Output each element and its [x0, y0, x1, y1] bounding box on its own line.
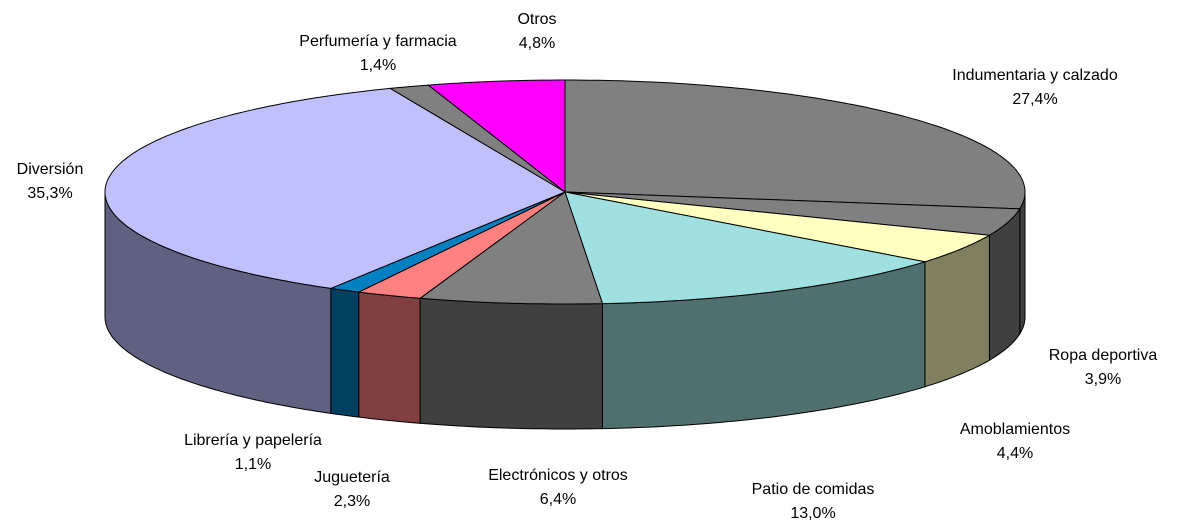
slice-value-label: 4,4%: [997, 445, 1033, 462]
slice: [418, 191, 604, 305]
slice-value-label: 35,3%: [27, 185, 72, 202]
slice-label: Diversión: [17, 161, 84, 178]
slice: [564, 79, 1026, 210]
slice-side: [1019, 191, 1026, 336]
slice: [104, 87, 567, 289]
slice: [388, 84, 566, 193]
slice-value-label: 1,4%: [360, 57, 396, 74]
slice-label: Indumentaria y calzado: [952, 67, 1118, 84]
slice-label: Patio de comidas: [752, 481, 875, 498]
slice: [564, 191, 1021, 236]
slice-side: [358, 291, 421, 424]
slice-side: [419, 297, 603, 430]
slice-value-label: 1,1%: [235, 456, 271, 473]
slice-value-label: 3,9%: [1085, 371, 1121, 388]
slice-side: [330, 287, 360, 418]
slice-label: Juguetería: [314, 469, 390, 486]
slice-label: Amoblamientos: [960, 421, 1070, 438]
slice: [564, 191, 991, 263]
slice-value-label: 6,4%: [540, 491, 576, 508]
slice-value-label: 4,8%: [519, 35, 555, 52]
slice-value-label: 27,4%: [1012, 91, 1057, 108]
slice-value-label: 13,0%: [790, 505, 835, 522]
slice-label: Librería y papelería: [184, 432, 322, 449]
slice-label: Otros: [517, 11, 556, 28]
slice: [356, 191, 566, 299]
slice: [427, 79, 566, 194]
slice-label: Ropa deportiva: [1049, 347, 1158, 364]
slice-value-label: 2,3%: [334, 493, 370, 510]
slice-label: Perfumería y farmacia: [299, 33, 456, 50]
slice-label: Electrónicos y otros: [488, 467, 628, 484]
slice: [564, 191, 926, 305]
